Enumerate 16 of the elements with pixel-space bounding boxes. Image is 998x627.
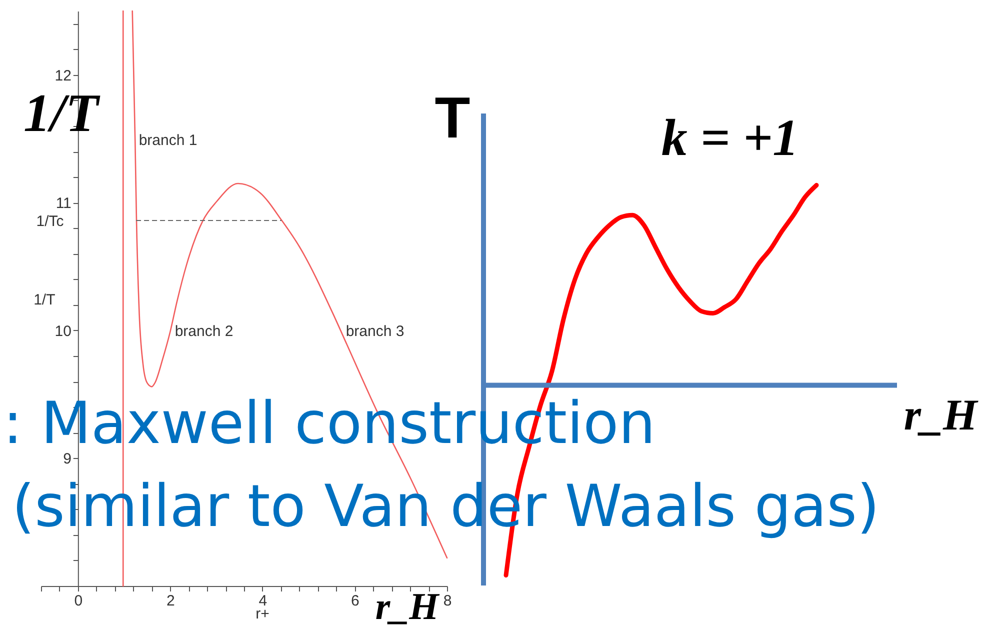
- x-tick-label: 0: [74, 592, 83, 610]
- annotation: branch 3: [346, 323, 404, 340]
- annotation: branch 2: [174, 323, 234, 340]
- y-axis-title: 1/T: [34, 292, 56, 308]
- annotation: r_H: [375, 586, 440, 627]
- y-axis-title: T: [434, 86, 470, 150]
- annotation: 1/Tc: [36, 213, 64, 230]
- chart-title: k = +1: [661, 110, 799, 167]
- x-tick-label: 2: [166, 592, 175, 610]
- x-tick-label: 6: [351, 592, 360, 610]
- x-axis-title: r_H: [904, 390, 979, 440]
- x-tick-label: 8: [443, 592, 452, 610]
- y-tick-label: 12: [54, 67, 72, 84]
- y-tick-label: 10: [54, 322, 72, 340]
- annotation: branch 1: [138, 132, 198, 149]
- y-tick-label: 11: [56, 195, 72, 212]
